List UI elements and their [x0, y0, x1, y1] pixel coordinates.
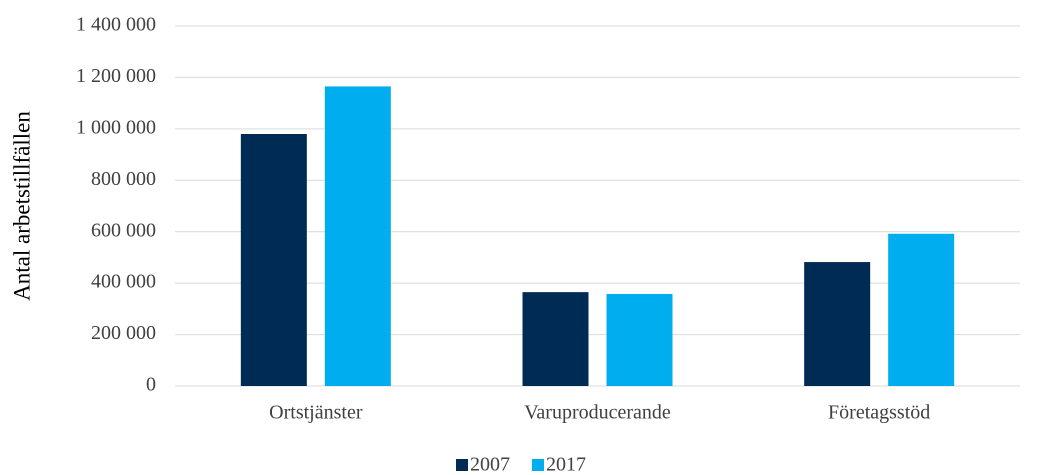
- y-tick-label: 200 000: [91, 322, 156, 344]
- y-tick-label: 800 000: [91, 168, 156, 190]
- bar: [804, 262, 871, 386]
- bar: [324, 86, 391, 386]
- bar: [522, 292, 589, 386]
- legend-label: 2017: [546, 454, 586, 475]
- y-tick-label: 0: [146, 374, 156, 396]
- legend-swatch: [532, 459, 544, 471]
- bar: [606, 293, 673, 386]
- y-tick-label: 1 400 000: [76, 14, 156, 36]
- x-tick-label: Varuproducerande: [524, 402, 671, 424]
- y-tick-label: 400 000: [91, 271, 156, 293]
- bar: [888, 233, 955, 386]
- legend-swatch: [456, 459, 468, 471]
- bar: [240, 134, 307, 386]
- y-tick-label: 600 000: [91, 219, 156, 241]
- y-tick-label: 1 200 000: [76, 65, 156, 87]
- x-tick-label: Företagsstöd: [828, 402, 930, 424]
- y-axis-label: Antal arbetstillfällen: [9, 111, 34, 301]
- x-tick-label: Ortstjänster: [269, 402, 363, 424]
- y-tick-label: 1 000 000: [76, 116, 156, 138]
- legend-label: 2007: [470, 454, 510, 475]
